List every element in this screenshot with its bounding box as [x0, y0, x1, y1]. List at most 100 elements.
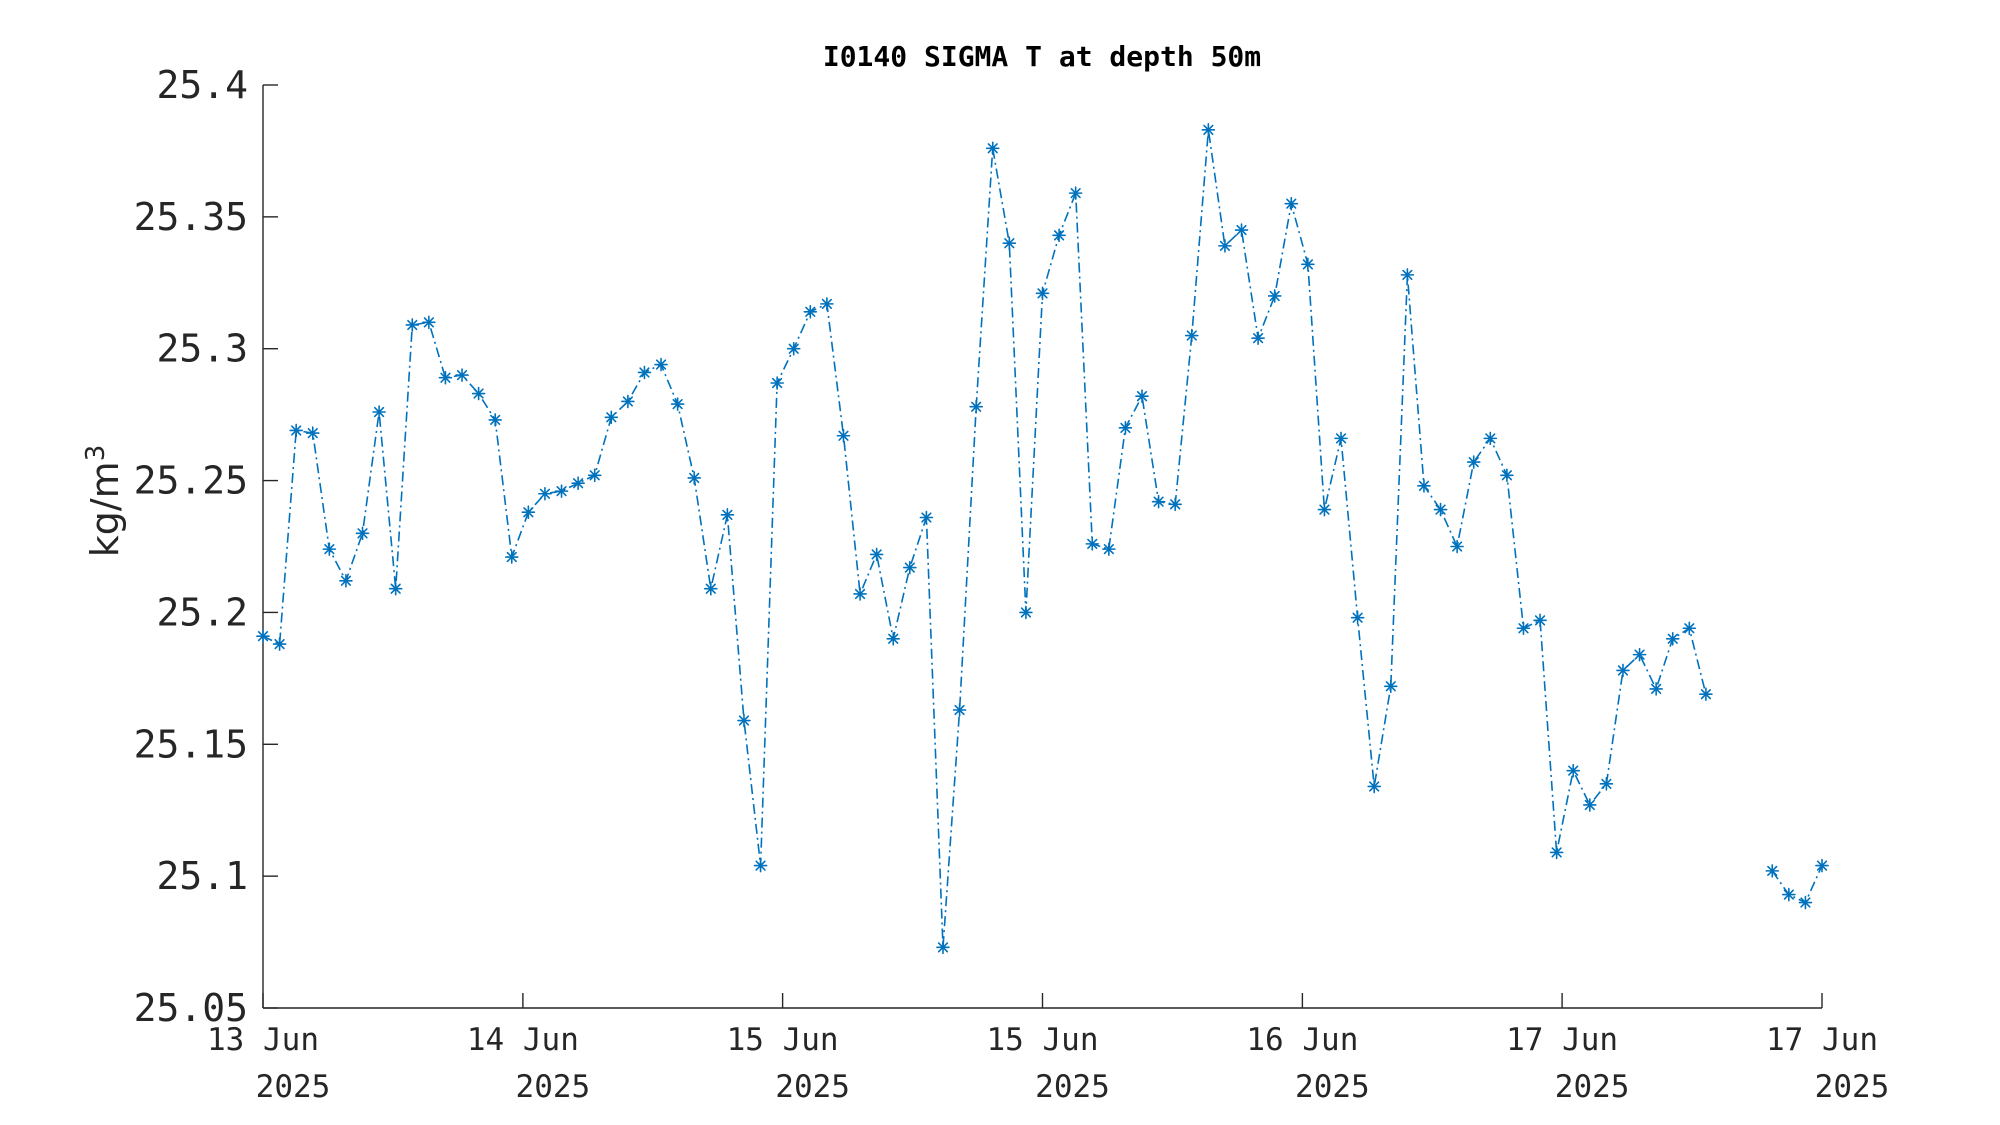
- data-point: [1400, 268, 1415, 282]
- data-point: [687, 471, 702, 485]
- data-point: [1417, 479, 1431, 493]
- data-point: [853, 587, 867, 601]
- data-point: [1168, 497, 1182, 512]
- data-point: [1151, 494, 1166, 509]
- data-point: [1267, 289, 1282, 303]
- y-tick-label: 25.35: [134, 195, 248, 239]
- data-point: [256, 629, 270, 643]
- data-point: [1085, 537, 1100, 551]
- data-point: [422, 315, 436, 330]
- data-point: [571, 476, 585, 491]
- x-tick-label-year: 2025: [775, 1069, 850, 1105]
- data-point: [272, 637, 287, 651]
- y-tick-label: 25.05: [134, 986, 248, 1030]
- data-point: [1583, 798, 1597, 812]
- x-tick-label-date: 17 Jun: [1766, 1022, 1878, 1058]
- data-point: [355, 526, 370, 541]
- data-point: [1218, 239, 1232, 253]
- data-point: [1665, 631, 1680, 646]
- data-point: [1135, 389, 1149, 403]
- data-point: [1301, 257, 1315, 272]
- x-tick-label-year: 2025: [256, 1069, 331, 1105]
- data-point: [1782, 887, 1796, 902]
- data-point: [388, 581, 403, 596]
- data-point: [670, 397, 685, 411]
- data-point: [1765, 864, 1780, 878]
- data-point: [720, 508, 735, 522]
- data-point: [1052, 228, 1066, 243]
- data-point: [1035, 286, 1050, 301]
- data-point: [405, 318, 420, 332]
- data-point: [339, 573, 353, 588]
- data-point: [919, 510, 934, 525]
- y-axis-label: kg/m3: [81, 445, 127, 558]
- data-point: [372, 405, 386, 419]
- data-point: [1284, 196, 1299, 211]
- x-tick-label-date: 13 Jun: [207, 1022, 319, 1058]
- x-tick-label-date: 15 Jun: [727, 1022, 839, 1058]
- data-point: [438, 370, 453, 385]
- data-point: [1549, 845, 1564, 860]
- data-point: [1699, 687, 1713, 701]
- data-point: [1334, 431, 1348, 446]
- data-point: [471, 386, 486, 401]
- data-point: [969, 399, 983, 414]
- y-tick-label: 25.25: [134, 459, 248, 503]
- data-point: [1002, 236, 1017, 251]
- data-point: [587, 468, 602, 483]
- plot-area: [256, 123, 1829, 955]
- data-point: [1383, 679, 1398, 694]
- data-point: [737, 713, 751, 728]
- data-point: [1798, 895, 1813, 910]
- data-point: [753, 858, 768, 873]
- x-ticks: 13 Jun 2025 14 Jun 2025 15 Jun 2025 15 Jun 2025…: [207, 993, 1889, 1105]
- y-axis-label-text: kg/m: [83, 461, 127, 557]
- axes: [262, 85, 1822, 1009]
- x-tick-label-date: 15 Jun: [987, 1022, 1099, 1058]
- data-point: [1234, 223, 1249, 237]
- data-point: [521, 505, 536, 520]
- data-point: [554, 484, 569, 498]
- data-point: [305, 426, 320, 440]
- data-point: [703, 581, 718, 596]
- data-point: [1599, 777, 1614, 791]
- series-line: [262, 129, 1707, 948]
- data-point: [1533, 613, 1547, 628]
- data-point: [985, 141, 1000, 156]
- data-point: [1616, 663, 1630, 678]
- x-tick-label-year: 2025: [1035, 1069, 1110, 1105]
- data-point: [1483, 431, 1498, 446]
- y-ticks: 25.05 25.1 25.15 25.2 25.25 25.3 25.35 25.4: [134, 63, 278, 1030]
- x-tick-label-year: 2025: [1815, 1069, 1890, 1105]
- x-tick-label-year: 2025: [516, 1069, 591, 1105]
- y-tick-label: 25.15: [134, 722, 248, 766]
- data-point: [1350, 610, 1365, 625]
- data-point: [1500, 468, 1514, 483]
- x-tick-label-date: 14 Jun: [467, 1022, 579, 1058]
- data-point: [1466, 455, 1481, 469]
- data-point: [322, 542, 337, 556]
- svg-text:kg/m3: kg/m3: [81, 445, 127, 558]
- data-point: [1019, 605, 1033, 620]
- data-point: [786, 341, 801, 356]
- data-point: [504, 550, 519, 564]
- data-point: [886, 631, 901, 646]
- data-point: [803, 304, 818, 319]
- data-point: [770, 376, 784, 390]
- data-point: [455, 368, 469, 382]
- data-point: [869, 547, 884, 562]
- data-point: [936, 940, 950, 955]
- data-point: [488, 413, 502, 427]
- x-tick-label-year: 2025: [1295, 1069, 1370, 1105]
- data-point: [1317, 502, 1332, 517]
- y-axis-label-superscript: 3: [81, 445, 111, 462]
- data-point: [1102, 542, 1116, 556]
- data-point: [1815, 858, 1829, 873]
- y-tick-label: 25.2: [156, 590, 248, 634]
- data-point: [820, 297, 834, 311]
- data-point: [1433, 502, 1448, 517]
- data-point: [289, 423, 303, 438]
- data-point: [1516, 621, 1531, 636]
- data-point: [1068, 186, 1083, 200]
